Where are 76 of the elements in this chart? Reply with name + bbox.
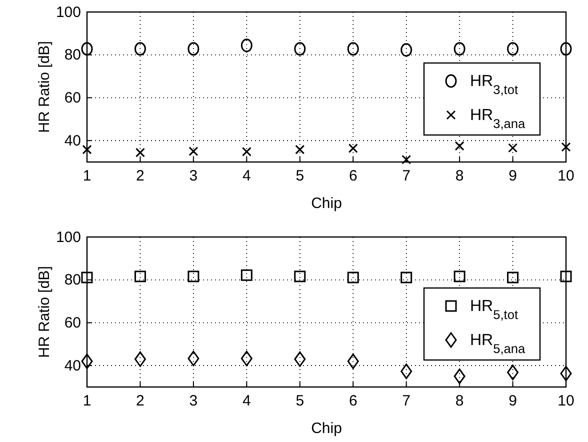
x-tick-label: 6 xyxy=(348,392,358,410)
point xyxy=(560,42,572,56)
legend-label: HR$_{3,ana}$ xyxy=(470,107,526,130)
x-tick-label: 7 xyxy=(402,392,411,410)
x-tick-label: 6 xyxy=(348,168,358,185)
x-tick-label: 10 xyxy=(558,168,574,185)
x-tick-label: 3 xyxy=(189,392,198,410)
point xyxy=(560,366,572,382)
x-tick-label: 2 xyxy=(136,392,144,410)
point xyxy=(242,146,252,156)
x-axis-title: Chip xyxy=(311,195,342,212)
x-tick-label: 8 xyxy=(455,392,464,410)
point xyxy=(454,368,466,384)
point xyxy=(400,272,412,284)
point xyxy=(400,364,412,380)
point xyxy=(188,42,200,56)
x-tick-label: 8 xyxy=(455,168,464,185)
x-tick-label: 4 xyxy=(242,392,251,410)
y-tick-label: 80 xyxy=(64,46,81,64)
legend-label: HR$_{3,tot}$ xyxy=(470,73,518,96)
y-tick-label: 100 xyxy=(56,228,81,246)
point xyxy=(454,270,466,282)
y-tick-label: 40 xyxy=(64,132,81,150)
point xyxy=(134,351,146,367)
point xyxy=(400,43,412,57)
point xyxy=(188,270,200,282)
legend-label: HR$_{5,tot}$ xyxy=(470,298,518,322)
x-tick-label: 4 xyxy=(242,168,251,185)
point xyxy=(294,351,306,367)
point xyxy=(454,141,464,151)
point xyxy=(295,144,305,154)
y-tick-label: 60 xyxy=(64,314,81,332)
x-tick-label: 1 xyxy=(82,392,92,410)
x-tick-label: 3 xyxy=(189,168,198,185)
x-tick-label: 2 xyxy=(136,168,144,185)
x-tick-label: 5 xyxy=(296,392,304,410)
point xyxy=(188,146,198,156)
point xyxy=(561,142,571,152)
point xyxy=(135,148,145,158)
point xyxy=(348,144,358,154)
point xyxy=(81,272,93,284)
point xyxy=(240,350,252,366)
x-tick-label: 1 xyxy=(82,168,92,185)
point xyxy=(560,270,572,282)
point xyxy=(240,269,252,281)
point xyxy=(402,154,412,164)
point xyxy=(347,272,359,284)
y-tick-label: 60 xyxy=(64,90,81,107)
point xyxy=(240,38,252,52)
point xyxy=(82,144,92,154)
point xyxy=(507,42,519,56)
point xyxy=(294,42,306,56)
y-tick-label: 40 xyxy=(64,357,81,374)
x-tick-label: 10 xyxy=(558,392,574,410)
legend-label: HR$_{5,ana}$ xyxy=(470,332,526,356)
point xyxy=(507,364,519,380)
point xyxy=(347,42,359,56)
point xyxy=(347,354,359,370)
x-tick-label: 9 xyxy=(508,168,517,185)
y-tick-label: 100 xyxy=(56,4,81,21)
y-axis-title: HR Ratio [dB] xyxy=(36,266,53,358)
x-tick-label: 9 xyxy=(508,392,517,410)
y-axis-title: HR Ratio [dB] xyxy=(36,41,53,133)
point xyxy=(134,42,146,56)
point xyxy=(294,270,306,282)
point xyxy=(508,143,518,153)
point xyxy=(134,270,146,282)
point xyxy=(507,272,519,284)
point xyxy=(454,42,466,56)
point xyxy=(81,42,93,56)
point xyxy=(81,354,93,370)
x-tick-label: 7 xyxy=(402,168,411,185)
point xyxy=(188,350,200,366)
y-tick-label: 80 xyxy=(64,272,81,289)
x-axis-title: Chip xyxy=(311,420,342,437)
x-tick-label: 5 xyxy=(296,168,304,185)
